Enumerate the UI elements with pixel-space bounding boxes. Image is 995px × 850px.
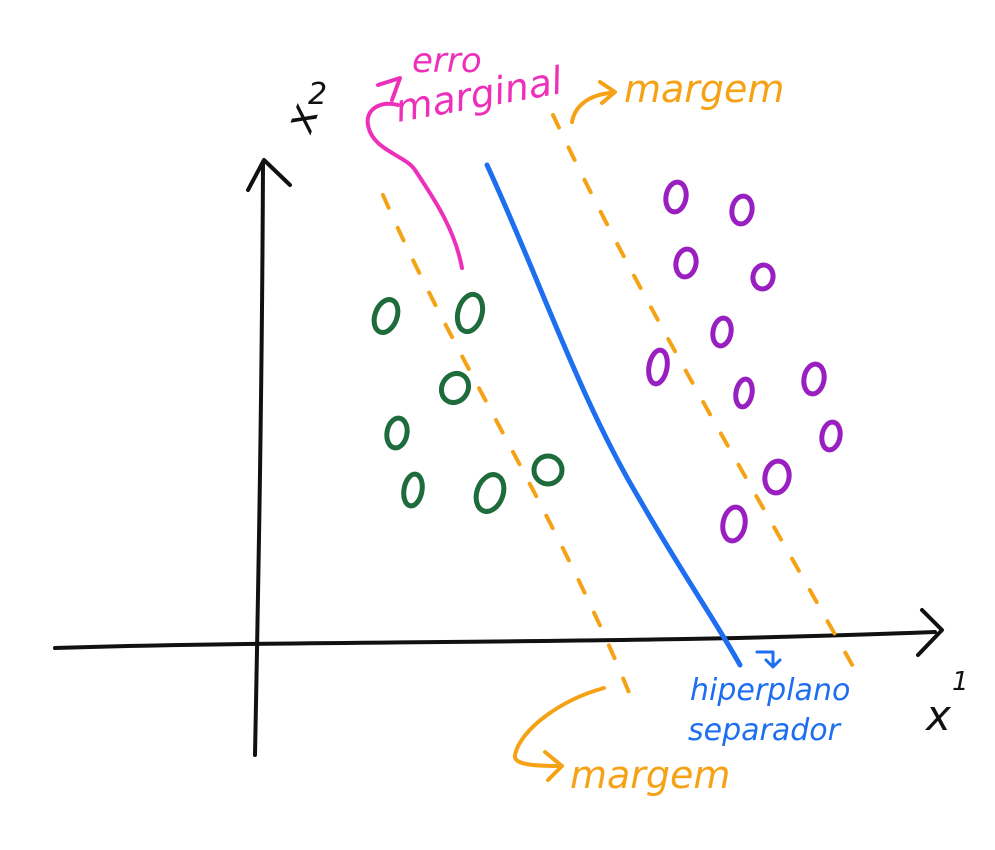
class-purple-points [646,179,843,544]
data-point-purple [729,193,755,227]
data-point-purple [673,246,699,280]
marginal-error-annotation: erro marginal [365,41,566,270]
data-point-green [438,370,472,406]
data-point-purple [819,419,843,453]
data-point-purple [710,315,734,349]
data-point-purple [720,504,748,544]
marginal-error-bracket [365,101,464,270]
hyperplane-label-line2: separador [688,713,842,748]
y-axis-superscript: 2 [308,77,327,112]
margin-top-arrow-icon [570,80,617,124]
data-point-purple [801,361,827,397]
class-green-points [371,291,565,514]
hyperplane-annotation: hiperplano separador [688,650,850,748]
marginal-error-arrow-icon [376,76,402,102]
data-point-purple [733,376,755,410]
data-point-green [454,291,486,335]
data-point-purple [663,179,689,215]
margin-line-left [381,193,634,702]
y-axis-label: x 2 [273,77,329,140]
hyperplane-label-line1: hiperplano [690,673,850,708]
data-point-green [401,471,425,509]
marginal-error-label-line1: erro [412,41,482,81]
margin-top-label: margem [624,67,784,111]
y-axis [253,161,265,757]
x-axis-superscript: 1 [952,667,969,697]
axes [53,158,944,757]
margin-bottom-annotation: margem [513,686,730,797]
x-axis-label-text: x [924,691,952,740]
margin-top-annotation: margem [570,67,784,124]
data-point-green [473,472,507,514]
y-axis-arrowhead [246,158,292,192]
margin-line-right [551,113,857,672]
hyperplane-arrow-icon [755,650,782,669]
data-point-purple [646,347,670,387]
data-point-purple [750,262,776,292]
margin-bottom-label: margem [570,753,730,797]
data-point-green [531,453,565,487]
data-point-green [384,415,410,451]
data-point-green [371,297,401,335]
x-axis [53,630,937,650]
margin-bottom-arrow-icon [513,686,606,782]
data-point-purple [762,458,792,496]
x-axis-arrowhead [916,608,944,657]
margin-lines [381,113,857,702]
separating-hyperplane [484,162,743,668]
x-axis-label: x 1 [924,667,969,740]
